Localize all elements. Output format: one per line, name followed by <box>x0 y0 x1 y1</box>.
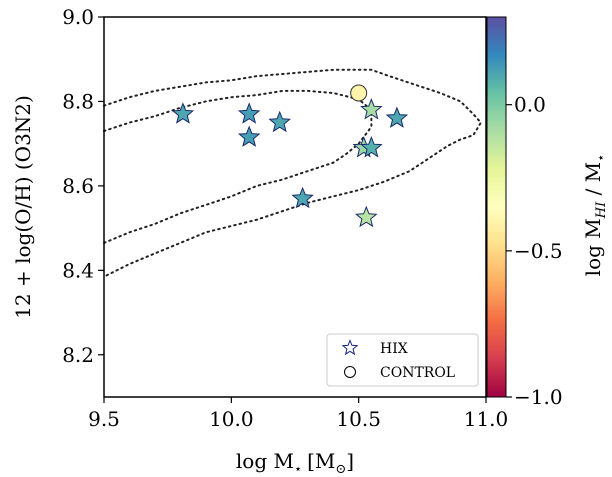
y-tick-label-1: 8.4 <box>62 258 94 282</box>
y-axis-label: 12 + log(O/H) (O3N2) <box>11 95 35 319</box>
hix-point-8 <box>385 106 409 128</box>
x-axis: 9.5 10.0 10.5 11.0 <box>88 397 508 431</box>
colorbar-label-main: log M <box>581 218 605 276</box>
hix-point-3 <box>268 110 291 133</box>
control-point-0 <box>350 84 368 102</box>
hix-point-4 <box>291 186 314 209</box>
hix-point-7 <box>360 136 383 158</box>
x-tick-label-0: 9.5 <box>88 407 120 431</box>
legend-box <box>326 333 479 387</box>
contour-layer <box>103 68 483 278</box>
x-axis-label-main: log M <box>236 449 294 473</box>
x-axis-label-unit-end: ] <box>346 449 354 473</box>
hix-point-2 <box>237 125 261 147</box>
contour-0 <box>103 68 483 278</box>
colorbar <box>486 16 507 398</box>
x-axis-label: log M⋆ [M⊙] <box>236 449 354 477</box>
point-layer <box>171 84 409 228</box>
hix-point-1 <box>237 102 261 124</box>
hix-point-9 <box>355 205 378 228</box>
colorbar-label-star: ⋆ <box>594 154 609 162</box>
legend-label-hix: HIX <box>380 341 408 357</box>
y-tick-label-2: 8.6 <box>62 174 94 198</box>
y-tick-label-3: 8.8 <box>62 89 94 113</box>
x-axis-label-unit: [M <box>307 449 335 473</box>
legend-circle-marker <box>344 366 356 378</box>
y-axis: 8.2 8.4 8.6 8.8 9.0 <box>62 5 104 367</box>
legend-star-marker <box>341 339 359 356</box>
x-axis-label-sub: ⋆ <box>294 462 302 477</box>
x-axis-label-unit-sub: ⊙ <box>335 462 346 477</box>
contour-1 <box>103 89 373 244</box>
hix-point-0 <box>171 102 195 124</box>
colorbar-tick-label-1: −0.5 <box>514 239 563 263</box>
colorbar-label-sub: HI <box>594 201 609 219</box>
x-tick-label-3: 11.0 <box>464 407 509 431</box>
plot-frame <box>103 16 487 398</box>
colorbar-label-rest: / M <box>581 162 605 202</box>
colorbar-tick-label-2: 0.0 <box>514 93 546 117</box>
colorbar-ticks: −1.0 −0.5 0.0 <box>506 93 563 409</box>
x-tick-label-2: 10.5 <box>336 407 381 431</box>
legend: HIX CONTROL <box>326 333 479 387</box>
legend-label-control: CONTROL <box>380 365 455 381</box>
x-tick-label-1: 10.0 <box>209 407 254 431</box>
hix-point-5 <box>360 98 383 120</box>
y-tick-label-0: 8.2 <box>62 343 94 367</box>
colorbar-label: log MHI / M⋆ <box>581 154 609 277</box>
y-tick-label-4: 9.0 <box>62 5 94 29</box>
colorbar-tick-label-0: −1.0 <box>514 385 563 409</box>
